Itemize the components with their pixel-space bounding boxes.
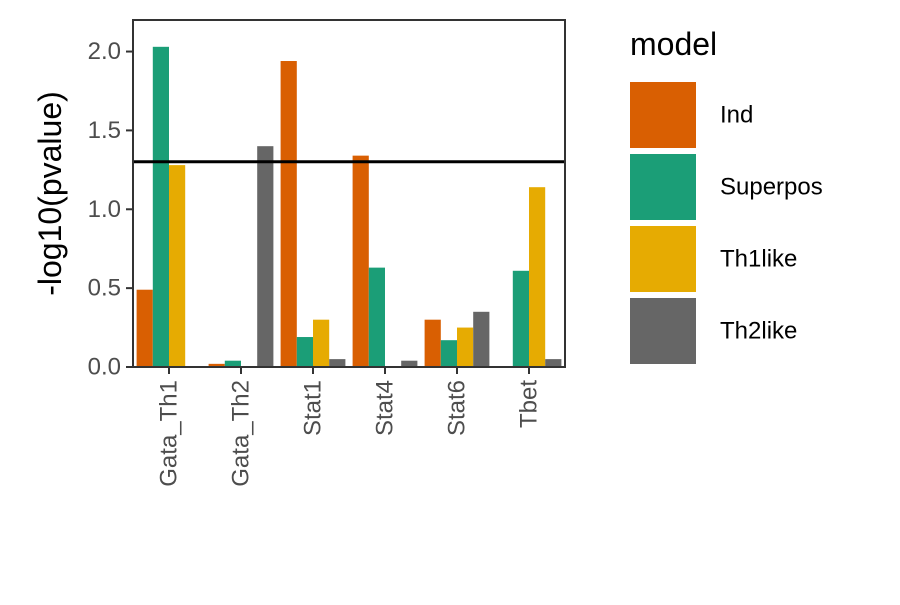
bar-th1like-stat1 bbox=[313, 319, 330, 367]
bar-superpos-stat6 bbox=[440, 340, 457, 367]
bar-th2like-stat1 bbox=[329, 359, 346, 367]
bar-th2like-stat6 bbox=[473, 311, 490, 367]
bar-ind-gata_th2 bbox=[208, 363, 225, 367]
bar-th1like-stat6 bbox=[457, 327, 474, 367]
bar-th2like-gata_th2 bbox=[257, 146, 274, 367]
legend-key-superpos bbox=[630, 154, 696, 220]
bar-ind-stat1 bbox=[280, 61, 297, 367]
plot-border bbox=[132, 19, 566, 368]
legend-label-superpos: Superpos bbox=[720, 174, 823, 201]
y-tick-label: 1.0 bbox=[88, 196, 121, 223]
x-tick-label-stat1: Stat1 bbox=[300, 380, 327, 436]
bar-superpos-stat1 bbox=[296, 337, 313, 367]
legend-label-th2like: Th2like bbox=[720, 318, 797, 345]
x-tick-label-gata_th2: Gata_Th2 bbox=[228, 380, 255, 487]
bar-th1like-tbet bbox=[529, 187, 546, 367]
y-tick-label: 0.0 bbox=[88, 354, 121, 381]
bar-ind-stat4 bbox=[352, 155, 369, 367]
x-tick-label-gata_th1: Gata_Th1 bbox=[156, 380, 183, 487]
y-tick-label: 2.0 bbox=[88, 38, 121, 65]
bar-th1like-gata_th1 bbox=[169, 165, 186, 367]
y-axis: 0.0 0.5 1.0 1.5 2.0 bbox=[88, 38, 133, 381]
legend-label-ind: Ind bbox=[720, 102, 753, 129]
y-tick-label: 1.5 bbox=[88, 117, 121, 144]
legend-key-th1like bbox=[630, 226, 696, 292]
bar-ind-stat6 bbox=[424, 319, 441, 367]
x-tick-label-stat6: Stat6 bbox=[444, 380, 471, 436]
bar-superpos-tbet bbox=[512, 270, 529, 367]
legend-label-th1like: Th1like bbox=[720, 246, 797, 273]
legend: model Ind Superpos Th1like Th2like bbox=[630, 26, 823, 364]
plot-panel bbox=[133, 20, 565, 367]
x-tick-label-stat4: Stat4 bbox=[372, 380, 399, 436]
bar-th2like-tbet bbox=[545, 359, 562, 367]
bar-ind-gata_th1 bbox=[136, 289, 153, 367]
bar-th2like-stat4 bbox=[401, 360, 418, 367]
bar-superpos-gata_th1 bbox=[152, 46, 169, 368]
y-tick-label: 0.5 bbox=[88, 275, 121, 302]
x-axis: Gata_Th1 Gata_Th2 Stat1 Stat4 Stat6 Tbet bbox=[156, 367, 543, 487]
bar-superpos-gata_th2 bbox=[224, 360, 241, 367]
legend-title: model bbox=[630, 26, 717, 62]
legend-key-ind bbox=[630, 82, 696, 148]
y-axis-title: -log10(pvalue) bbox=[32, 91, 68, 296]
bar-superpos-stat4 bbox=[368, 267, 385, 367]
x-tick-label-tbet: Tbet bbox=[516, 380, 543, 428]
legend-key-th2like bbox=[630, 298, 696, 364]
bars-group bbox=[136, 46, 562, 368]
